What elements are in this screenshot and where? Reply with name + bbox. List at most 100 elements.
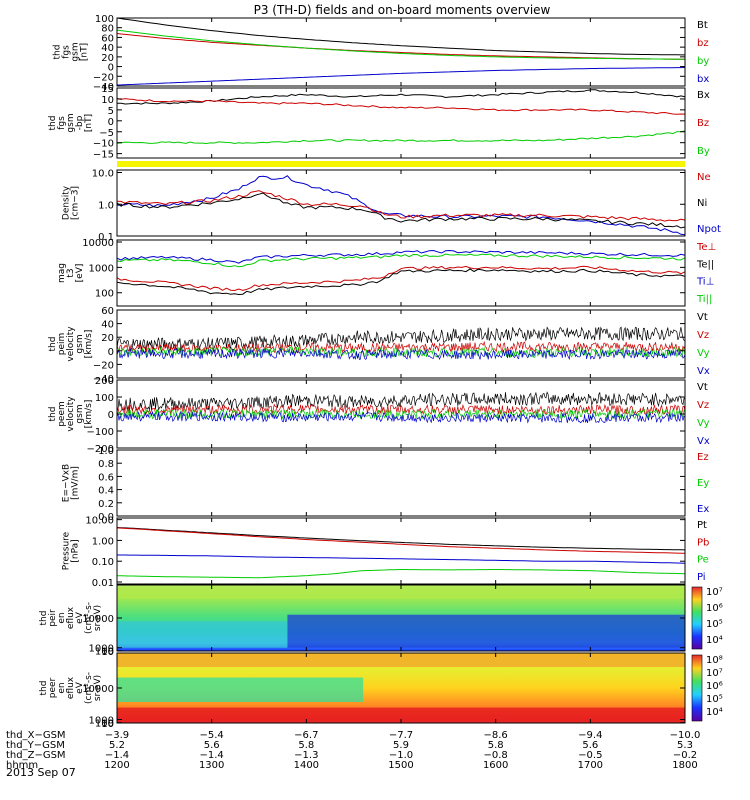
y-axis-label: thd peir en eflux eV (cm²-s-sr-eV) [39,602,103,634]
time-axis-value: −1.4 [200,750,224,761]
legend-entry: Ey [697,478,709,489]
colorbar-peer: 10⁸ 10⁷ 10⁶ 10⁵ 10⁴ [691,654,723,722]
series-line-Vx [116,347,686,361]
spectrogram-feature [117,587,685,599]
colorbar-label: 10⁷ [706,587,723,598]
y-tick-label: −10 [93,139,114,150]
time-axis-row-label: thd_Z−GSM [6,750,66,761]
y-axis-label-line: peer [48,677,58,698]
y-tick-label: 10000 [82,238,114,249]
y-tick-label: 0.2 [98,499,114,510]
y-tick-label: 1.0 [98,200,114,211]
y-axis-label-line: en [57,612,67,623]
colorbar-label: 10⁵ [706,619,723,630]
y-tick-label: 40 [101,320,114,331]
y-tick-label: 0 [108,410,114,421]
y-axis-label-line: sr-eV) [93,605,103,631]
y-tick-label: 100 [95,647,114,658]
y-axis-label-line: gsm [75,334,85,353]
time-axis-value: 5.8 [488,740,504,751]
panel-background [117,88,685,158]
y-axis-label-line: peem [57,401,67,427]
time-axis-value: −9.4 [578,730,602,741]
colorbar-label: 10⁶ [706,681,723,692]
y-tick-label: 20 [101,333,114,344]
y-tick-label: 5 [108,106,114,117]
time-axis-value: −0.8 [484,750,508,761]
series-line-Vt [116,326,686,352]
y-tick-label: 0.10 [92,557,114,568]
y-axis-label-line: mag [57,263,67,283]
y-axis-label-line: gsm [66,113,76,132]
y-axis-label-line: Pressure [62,531,72,570]
y-axis-label-line: eV [75,681,85,694]
y-axis-label-line: en [57,682,67,693]
plot-title: P3 (TH-D) fields and on-board moments ov… [254,3,551,17]
time-axis: thd_X−GSMthd_Y−GSMthd_Z−GSMhhmm−3.95.2−1… [6,730,700,771]
time-axis-value: −7.7 [389,730,413,741]
y-tick-label: −20 [93,72,114,83]
y-tick-label: 10.00 [85,516,114,527]
time-axis-value: 5.6 [582,740,598,751]
status-bar [117,161,685,167]
y-tick-label: 1000 [89,644,114,655]
colorbar-label: 10⁸ [706,655,723,666]
series-line-Pi [117,554,686,564]
panel-background [117,240,685,306]
legend-entry: Vz [697,330,709,341]
y-axis-label-line: eflux [66,606,76,629]
y-axis-label-line: gsm [75,404,85,423]
y-axis-label-line: fgs [62,45,72,59]
y-tick-label: −15 [93,150,114,161]
legend-entry: Pt [697,520,707,531]
y-tick-label: −40 [93,82,114,93]
colorbar-peir: 10⁷ 10⁶ 10⁵ 10⁴ [691,586,723,650]
y-tick-label: 1000 [89,716,114,727]
legend-entry: Ni [697,198,707,209]
series-line-Pb [116,527,686,554]
y-tick-label: 60 [101,306,114,317]
legend-entry: Pi [697,572,706,583]
y-tick-label: 80 [101,24,114,35]
colorbar-label: 10⁷ [706,668,723,679]
panel-background [117,310,685,378]
series-line-Npot [116,175,686,236]
series-line-bx [116,67,686,86]
y-tick-label: 10.0 [92,169,114,180]
y-tick-label: 0 [108,63,114,74]
legend-entry: Te|| [696,259,714,270]
y-axis-label-line: [nPa] [71,539,81,562]
series-line-Ne [116,190,686,222]
legend-entry: Ti|| [696,294,712,305]
y-tick-label: 60 [101,33,114,44]
time-axis-value: −0.2 [673,750,697,761]
y-axis-label-line: [km/s] [84,400,94,429]
y-axis-label-line: thd [53,45,63,60]
series-line-Ti⊥ [116,249,686,264]
y-tick-label: 0 [108,347,114,358]
panel-peem: Vt Vz Vy Vx 200 100 0 −100 −200 thd peem velocity gs… [48,376,710,455]
y-axis-label-line: [mV/m] [71,466,81,500]
y-tick-label: 40 [101,43,114,54]
time-axis-value: −1.4 [105,750,129,761]
series-line-Pe [116,569,686,579]
y-tick-label: 100 [95,393,114,404]
legend-entry: Ex [697,504,709,515]
legend-entry: Ne [697,172,711,183]
time-axis-value: 1800 [672,760,697,771]
time-axis-value: −3.9 [105,730,129,741]
y-axis-label-line: fgs [57,116,67,130]
legend-entry: Vx [697,436,710,447]
y-axis-label-line: -bp [75,115,85,130]
series-line-Vx [116,410,686,424]
time-axis-value: −1.3 [294,750,318,761]
y-axis-label-line: velocity [66,326,76,362]
y-axis-label: Density [cm−3] [62,185,81,220]
legend-entry: Pe [697,555,709,566]
y-axis-label-line: velocity [66,396,76,432]
y-axis-label-line: (cm²-s- [84,602,94,634]
